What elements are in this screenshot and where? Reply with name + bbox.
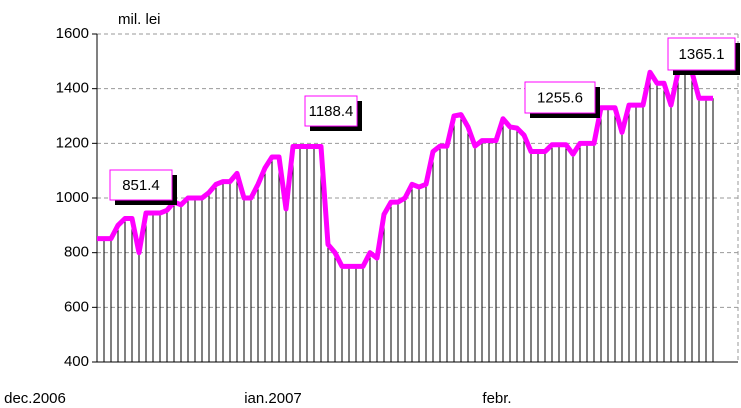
annotation-box xyxy=(524,81,596,114)
annotation-box xyxy=(667,37,736,71)
annotation: 851.4 xyxy=(122,177,160,194)
x-tick-label: dec.2006 xyxy=(4,390,66,407)
y-tick-label: 800 xyxy=(64,244,89,261)
annotation-box xyxy=(304,95,358,127)
y-tick-label: 600 xyxy=(64,298,89,315)
annotation-box xyxy=(109,169,173,201)
y-axis-label: mil. lei xyxy=(118,11,161,28)
x-tick-label: ian.2007 xyxy=(244,390,302,407)
y-tick-label: 1600 xyxy=(56,25,89,42)
y-tick-label: 1000 xyxy=(56,189,89,206)
y-tick-label: 1200 xyxy=(56,134,89,151)
annotation: 1255.6 xyxy=(537,89,583,106)
x-tick-label: febr. xyxy=(482,390,511,407)
y-tick-label: 1400 xyxy=(56,80,89,97)
annotation: 1188.4 xyxy=(309,103,354,120)
y-tick-label: 400 xyxy=(64,353,89,370)
line xyxy=(97,69,713,269)
annotation: 1365.1 xyxy=(679,46,725,63)
